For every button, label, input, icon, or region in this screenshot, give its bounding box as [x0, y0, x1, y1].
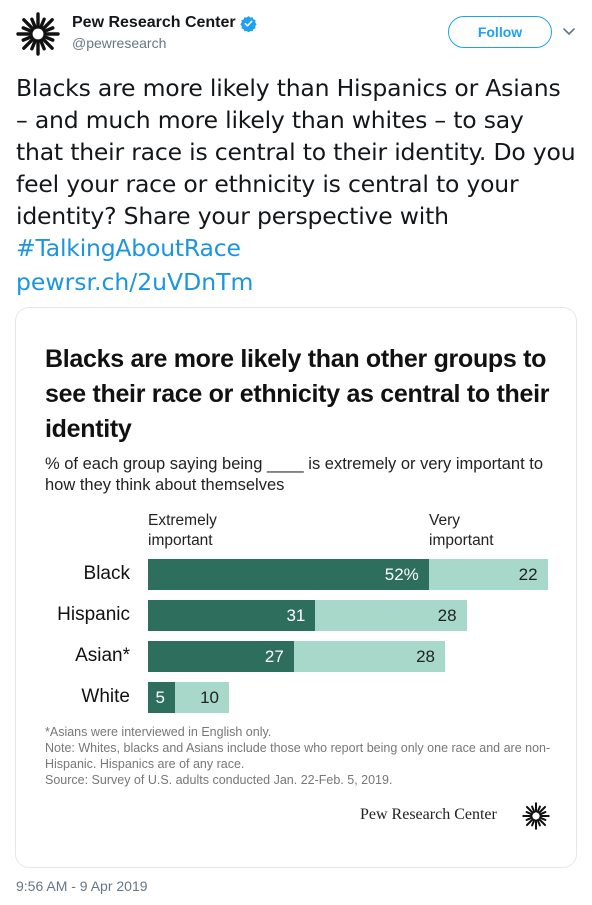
bar-extremely-important — [148, 600, 316, 631]
note-race: Note: Whites, blacks and Asians include … — [45, 741, 551, 771]
bar-value-label: 10 — [200, 688, 219, 707]
column-header-very: Very important — [429, 512, 494, 549]
tweet-timestamp[interactable]: 9:56 AM - 9 Apr 2019 — [16, 878, 148, 894]
row-label: White — [81, 686, 130, 707]
short-link[interactable]: pewrsr.ch/2uVDnTm — [16, 268, 254, 296]
column-header-extremely: Extremely important — [148, 512, 217, 549]
note-asians: *Asians were interviewed in English only… — [45, 725, 272, 739]
follow-button[interactable]: Follow — [448, 16, 552, 48]
bar-value-label: 5 — [155, 688, 165, 707]
bar-very-important — [428, 559, 548, 590]
bar-value-label: 27 — [264, 647, 284, 666]
chart-notes: *Asians were interviewed in English only… — [45, 724, 565, 788]
bar-extremely-important — [148, 641, 294, 672]
row-label: Black — [83, 563, 130, 584]
bar-extremely-important — [148, 559, 429, 590]
bar-very-important — [175, 682, 229, 713]
pew-logo-avatar-icon[interactable] — [16, 12, 60, 56]
pew-starburst-icon — [522, 802, 550, 830]
verified-badge-icon — [239, 15, 257, 32]
brand-wordmark: Pew Research Center — [360, 806, 497, 823]
chart-subtitle: % of each group saying being ____ is ext… — [45, 455, 544, 494]
display-name[interactable]: Pew Research Center — [72, 14, 236, 31]
bar-very-important — [315, 600, 467, 631]
bar-very-important — [293, 641, 445, 672]
bar-value-label: 28 — [416, 647, 435, 666]
bar-value-label: 22 — [518, 565, 538, 584]
chart-title: Blacks are more likely than other groups… — [45, 345, 550, 443]
account-name-block[interactable]: Pew Research Center @pewresearch — [72, 14, 257, 51]
bar-value-label: 28 — [437, 606, 457, 625]
bar-value-label: 31 — [286, 606, 306, 625]
tweet-text: Blacks are more likely than Hispanics or… — [16, 72, 576, 264]
tweet-body: Blacks are more likely than Hispanics or… — [16, 74, 576, 230]
row-label: Hispanic — [57, 604, 130, 625]
hashtag-link[interactable]: #TalkingAboutRace — [16, 234, 241, 262]
note-source: Source: Survey of U.S. adults conducted … — [45, 773, 393, 787]
row-label: Asian* — [75, 645, 130, 666]
chevron-down-icon[interactable] — [562, 24, 576, 38]
bar-extremely-important — [148, 682, 175, 713]
tweet-header: Pew Research Center @pewresearch Follow — [16, 12, 578, 60]
account-handle[interactable]: @pewresearch — [72, 35, 167, 51]
bar-value-label: 52% — [384, 565, 419, 584]
media-card[interactable]: Blacks are more likely than other groups… — [15, 307, 577, 868]
